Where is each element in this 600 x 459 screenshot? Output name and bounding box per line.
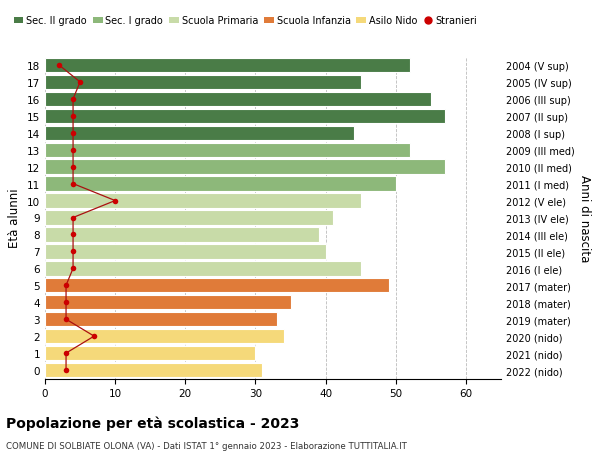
Y-axis label: Età alunni: Età alunni (8, 188, 22, 248)
Point (68, 130, 78, 137)
Bar (45, 296, 290, 310)
Bar (45, 76, 361, 90)
Bar (45, 194, 361, 208)
Bar (45, 143, 410, 157)
Bar (45, 126, 353, 140)
Point (89, 333, 99, 340)
Bar (45, 329, 284, 344)
Bar (45, 312, 277, 327)
Point (110, 197, 120, 205)
Point (75, 79, 85, 86)
Point (68, 163, 78, 171)
Point (61, 282, 71, 289)
Point (68, 214, 78, 222)
Point (61, 350, 71, 357)
Point (61, 316, 71, 323)
Bar (45, 262, 361, 276)
Point (68, 180, 78, 188)
Bar (45, 346, 256, 360)
Bar (45, 363, 262, 377)
Text: COMUNE DI SOLBIATE OLONA (VA) - Dati ISTAT 1° gennaio 2023 - Elaborazione TUTTIT: COMUNE DI SOLBIATE OLONA (VA) - Dati IST… (6, 441, 407, 450)
Point (61, 299, 71, 306)
Legend: Sec. II grado, Sec. I grado, Scuola Primaria, Scuola Infanzia, Asilo Nido, Stran: Sec. II grado, Sec. I grado, Scuola Prim… (10, 12, 481, 30)
Bar (45, 177, 396, 191)
Point (68, 265, 78, 273)
Bar (45, 160, 445, 174)
Text: Popolazione per età scolastica - 2023: Popolazione per età scolastica - 2023 (6, 415, 299, 430)
Bar (45, 228, 319, 242)
Point (68, 231, 78, 239)
Bar (45, 211, 332, 225)
Bar (45, 109, 445, 124)
Bar (45, 245, 326, 259)
Point (61, 367, 71, 374)
Point (68, 96, 78, 103)
Point (68, 147, 78, 154)
Bar (45, 92, 431, 107)
Bar (45, 59, 410, 73)
Point (68, 113, 78, 120)
Y-axis label: Anni di nascita: Anni di nascita (578, 174, 591, 262)
Point (68, 248, 78, 256)
Point (54, 62, 64, 69)
Bar (45, 279, 389, 293)
